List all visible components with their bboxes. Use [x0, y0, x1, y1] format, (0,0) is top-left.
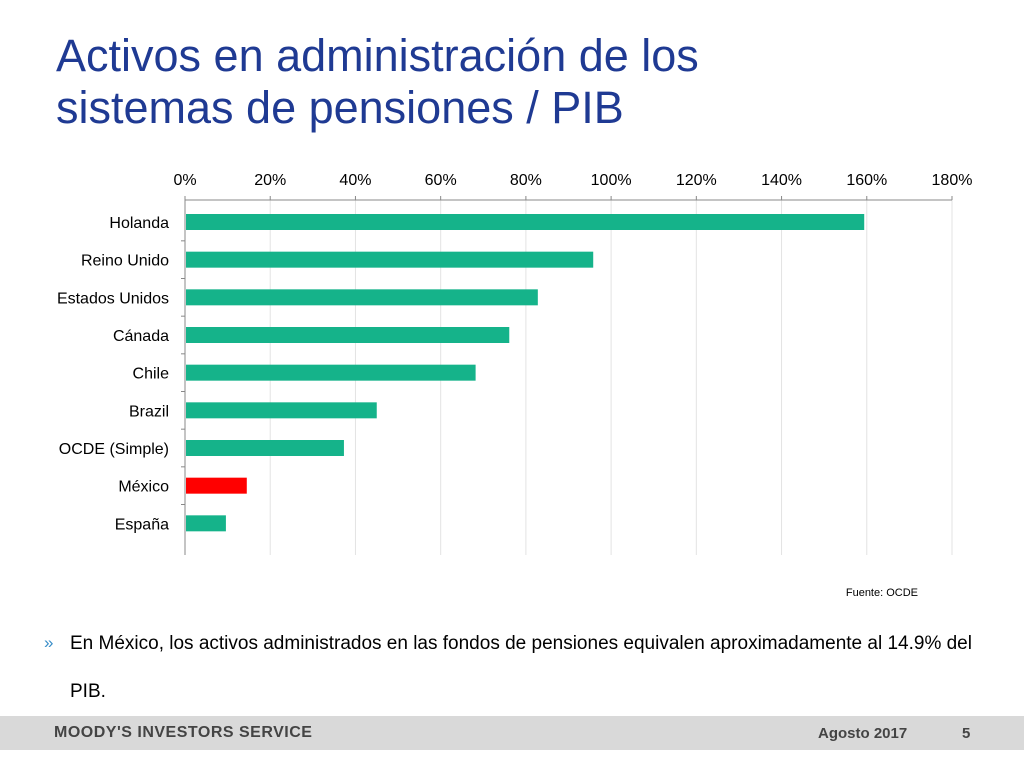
x-tick-label: 60%	[425, 172, 457, 189]
bar	[186, 327, 510, 343]
source-note: Fuente: OCDE	[845, 587, 918, 599]
footer-brand: MOODY'S INVESTORS SERVICE	[54, 724, 313, 741]
x-tick-label: 0%	[173, 172, 196, 189]
bar	[186, 440, 344, 456]
x-tick-label: 120%	[676, 172, 717, 189]
y-tick-label: México	[118, 479, 169, 496]
y-tick-label: Brazil	[129, 403, 169, 420]
page-title: Activos en administración de los sistema…	[56, 30, 956, 134]
bullet-point: » En México, los activos administrados e…	[44, 620, 994, 716]
y-tick-label: Cánada	[113, 328, 169, 345]
footer-bar: MOODY'S INVESTORS SERVICE Agosto 2017 5	[0, 716, 1024, 750]
x-tick-label: 40%	[339, 172, 371, 189]
title-line-1: Activos en administración de los	[56, 30, 699, 81]
y-tick-label: España	[115, 516, 169, 533]
bar	[186, 402, 377, 419]
y-tick-label: OCDE (Simple)	[59, 441, 169, 458]
y-tick-label: Reino Unido	[81, 253, 169, 270]
bar	[186, 477, 247, 494]
bullet-marker: »	[44, 633, 54, 652]
bullet-text: En México, los activos administrados en …	[70, 633, 972, 702]
x-tick-label: 140%	[761, 172, 802, 189]
x-tick-label: 20%	[254, 172, 286, 189]
bar	[186, 214, 865, 230]
footer-date: Agosto 2017	[818, 725, 908, 742]
bar-chart: 0% 20% 40% 60% 80% 100% 120% 140% 160% 180% Holand…	[57, 172, 973, 555]
bar	[186, 364, 476, 381]
bar	[186, 251, 594, 268]
x-tick-label: 80%	[510, 172, 542, 189]
x-tick-label: 160%	[846, 172, 887, 189]
y-tick-label: Holanda	[109, 215, 169, 232]
x-tick-label: 180%	[932, 172, 973, 189]
bar	[186, 289, 538, 306]
y-tick-label: Chile	[133, 366, 170, 383]
y-tick-label: Estados Unidos	[57, 290, 169, 307]
page-number: 5	[962, 725, 971, 742]
x-tick-label: 100%	[591, 172, 632, 189]
bar	[186, 515, 226, 532]
title-line-2: sistemas de pensiones / PIB	[56, 82, 624, 133]
